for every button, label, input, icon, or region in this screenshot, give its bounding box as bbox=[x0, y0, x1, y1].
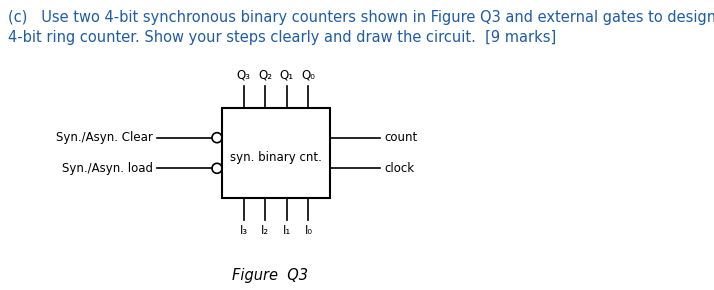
Text: Q₀: Q₀ bbox=[301, 69, 316, 82]
Text: Figure  Q3: Figure Q3 bbox=[232, 268, 308, 283]
Text: I₂: I₂ bbox=[261, 224, 269, 237]
Text: I₃: I₃ bbox=[239, 224, 248, 237]
Text: I₀: I₀ bbox=[304, 224, 313, 237]
Text: I₁: I₁ bbox=[283, 224, 291, 237]
Text: clock: clock bbox=[384, 162, 414, 175]
Text: Q₂: Q₂ bbox=[258, 69, 272, 82]
Bar bbox=[222, 108, 330, 198]
Text: Syn./Asyn. Clear: Syn./Asyn. Clear bbox=[56, 131, 153, 144]
Text: syn. binary cnt.: syn. binary cnt. bbox=[230, 151, 322, 164]
Text: Q₃: Q₃ bbox=[236, 69, 251, 82]
Text: (c)   Use two 4-bit synchronous binary counters shown in Figure Q3 and external : (c) Use two 4-bit synchronous binary cou… bbox=[8, 10, 714, 25]
Text: count: count bbox=[384, 131, 417, 144]
Text: 4-bit ring counter. Show your steps clearly and draw the circuit.  [9 marks]: 4-bit ring counter. Show your steps clea… bbox=[8, 30, 556, 45]
Text: Q₁: Q₁ bbox=[280, 69, 294, 82]
Text: Syn./Asyn. load: Syn./Asyn. load bbox=[62, 162, 153, 175]
